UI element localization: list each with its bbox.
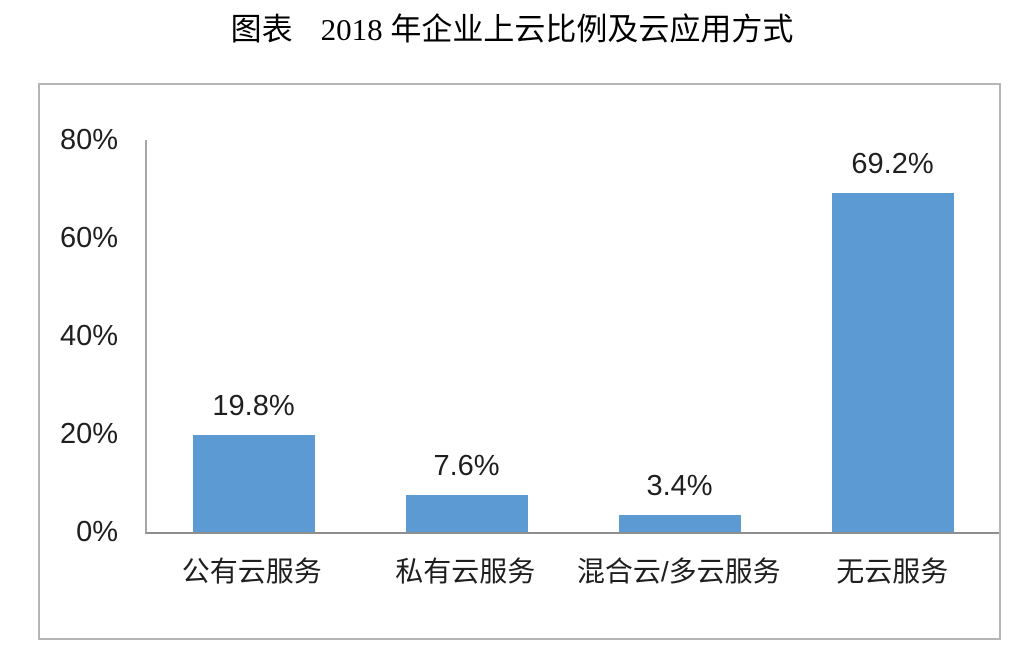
category-label: 混合云/多云服务 [576, 556, 781, 587]
y-tick-label: 40% [59, 320, 118, 352]
bar-cell: 69.2% [786, 140, 999, 532]
y-tick-label: 20% [59, 418, 118, 450]
chart-title: 图表 2018 年企业上云比例及云应用方式 [0, 11, 1024, 49]
plot-area: 19.8% 7.6% 3.4% 69.2% [145, 140, 999, 534]
bar [831, 192, 954, 532]
bar-cell: 19.8% [147, 140, 360, 532]
x-axis-labels: 公有云服务 私有云服务 混合云/多云服务 无云服务 [145, 555, 999, 589]
chart-title-main: 2018 年企业上云比例及云应用方式 [320, 12, 794, 47]
bar-value-label: 3.4% [646, 470, 713, 503]
bar [618, 515, 741, 532]
bar-value-label: 19.8% [212, 389, 295, 422]
y-tick-label: 60% [59, 222, 118, 254]
bar [192, 434, 315, 532]
chart-frame: 80% 60% 40% 20% 0% 19.8% 7.6% 3.4% 69.2% 公有云服务 私… [38, 83, 1001, 640]
bar-value-label: 69.2% [851, 147, 934, 180]
category-label: 无云服务 [836, 556, 949, 587]
y-tick-label: 80% [59, 124, 118, 156]
bar-value-label: 7.6% [433, 449, 500, 482]
category-label: 公有云服务 [181, 556, 322, 587]
y-tick-label: 0% [76, 516, 118, 548]
bar [405, 494, 528, 532]
bar-cell: 7.6% [360, 140, 573, 532]
category-label: 私有云服务 [395, 556, 536, 587]
bar-cell: 3.4% [573, 140, 786, 532]
chart-title-prefix: 图表 [230, 12, 293, 47]
